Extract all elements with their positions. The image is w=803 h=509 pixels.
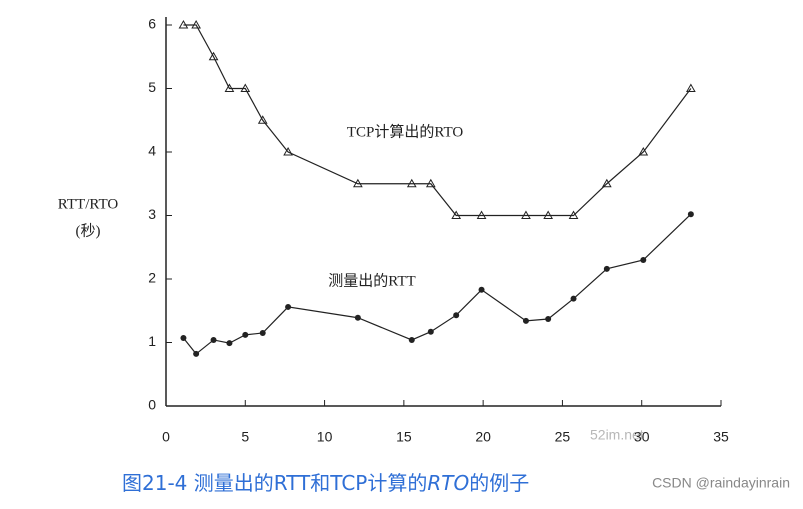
point xyxy=(478,286,485,293)
point xyxy=(476,210,487,219)
x-tick-label: 5 xyxy=(241,429,249,445)
point xyxy=(570,295,577,302)
x-tick-label: 15 xyxy=(396,429,412,445)
y-tick-label: 1 xyxy=(148,333,156,349)
caption-part: 的例子 xyxy=(469,471,529,495)
caption-part: RTO xyxy=(427,471,469,495)
point xyxy=(543,210,554,219)
point xyxy=(178,19,189,29)
y-axis-label: (秒) xyxy=(76,222,101,239)
point xyxy=(242,331,249,338)
point xyxy=(687,211,694,218)
point xyxy=(208,51,219,61)
y-tick-label: 0 xyxy=(148,397,156,413)
x-tick-label: 10 xyxy=(317,429,333,445)
point xyxy=(451,210,462,219)
point xyxy=(601,178,612,188)
y-tick-label: 4 xyxy=(148,143,156,159)
x-tick-label: 30 xyxy=(634,429,650,445)
point xyxy=(240,83,251,92)
point xyxy=(283,146,293,156)
point xyxy=(603,265,610,272)
point xyxy=(354,314,361,321)
point xyxy=(408,336,415,343)
y-axis-label: RTT/RTO xyxy=(58,196,119,212)
point xyxy=(453,312,460,319)
point xyxy=(568,210,579,219)
x-tick-label: 35 xyxy=(713,429,729,445)
y-tick-label: 3 xyxy=(148,206,156,222)
series-line xyxy=(182,213,692,355)
point xyxy=(406,178,417,188)
watermark: CSDN @raindayinrain xyxy=(652,475,790,491)
annotation: TCP计算出的RTO xyxy=(347,122,464,140)
point xyxy=(545,316,552,323)
point xyxy=(226,340,233,347)
x-tick-label: 0 xyxy=(162,429,170,445)
watermark: 52im.net xyxy=(590,427,644,443)
annotation: 测量出的RTT xyxy=(328,272,415,289)
point xyxy=(686,83,696,92)
point xyxy=(427,328,434,335)
point xyxy=(638,146,649,156)
point xyxy=(522,317,529,324)
caption: 图21-4 测量出的RTT和TCP计算的RTO的例子 xyxy=(122,471,529,495)
caption-part: 图21-4 测量出的RTT和TCP计算的 xyxy=(122,471,427,495)
point xyxy=(285,303,292,310)
point xyxy=(640,256,647,263)
point xyxy=(521,210,531,219)
series-line xyxy=(183,24,692,217)
point xyxy=(224,83,235,92)
point xyxy=(425,178,436,188)
y-tick-label: 6 xyxy=(148,16,156,32)
point xyxy=(257,115,268,124)
point xyxy=(191,19,201,29)
y-tick-label: 2 xyxy=(148,270,156,286)
y-tick-label: 5 xyxy=(148,79,156,95)
point xyxy=(180,335,187,342)
point xyxy=(210,336,217,343)
point xyxy=(193,350,200,357)
x-tick-label: 20 xyxy=(475,429,491,445)
point xyxy=(353,178,363,188)
point xyxy=(259,329,266,336)
x-tick-label: 25 xyxy=(555,429,571,445)
